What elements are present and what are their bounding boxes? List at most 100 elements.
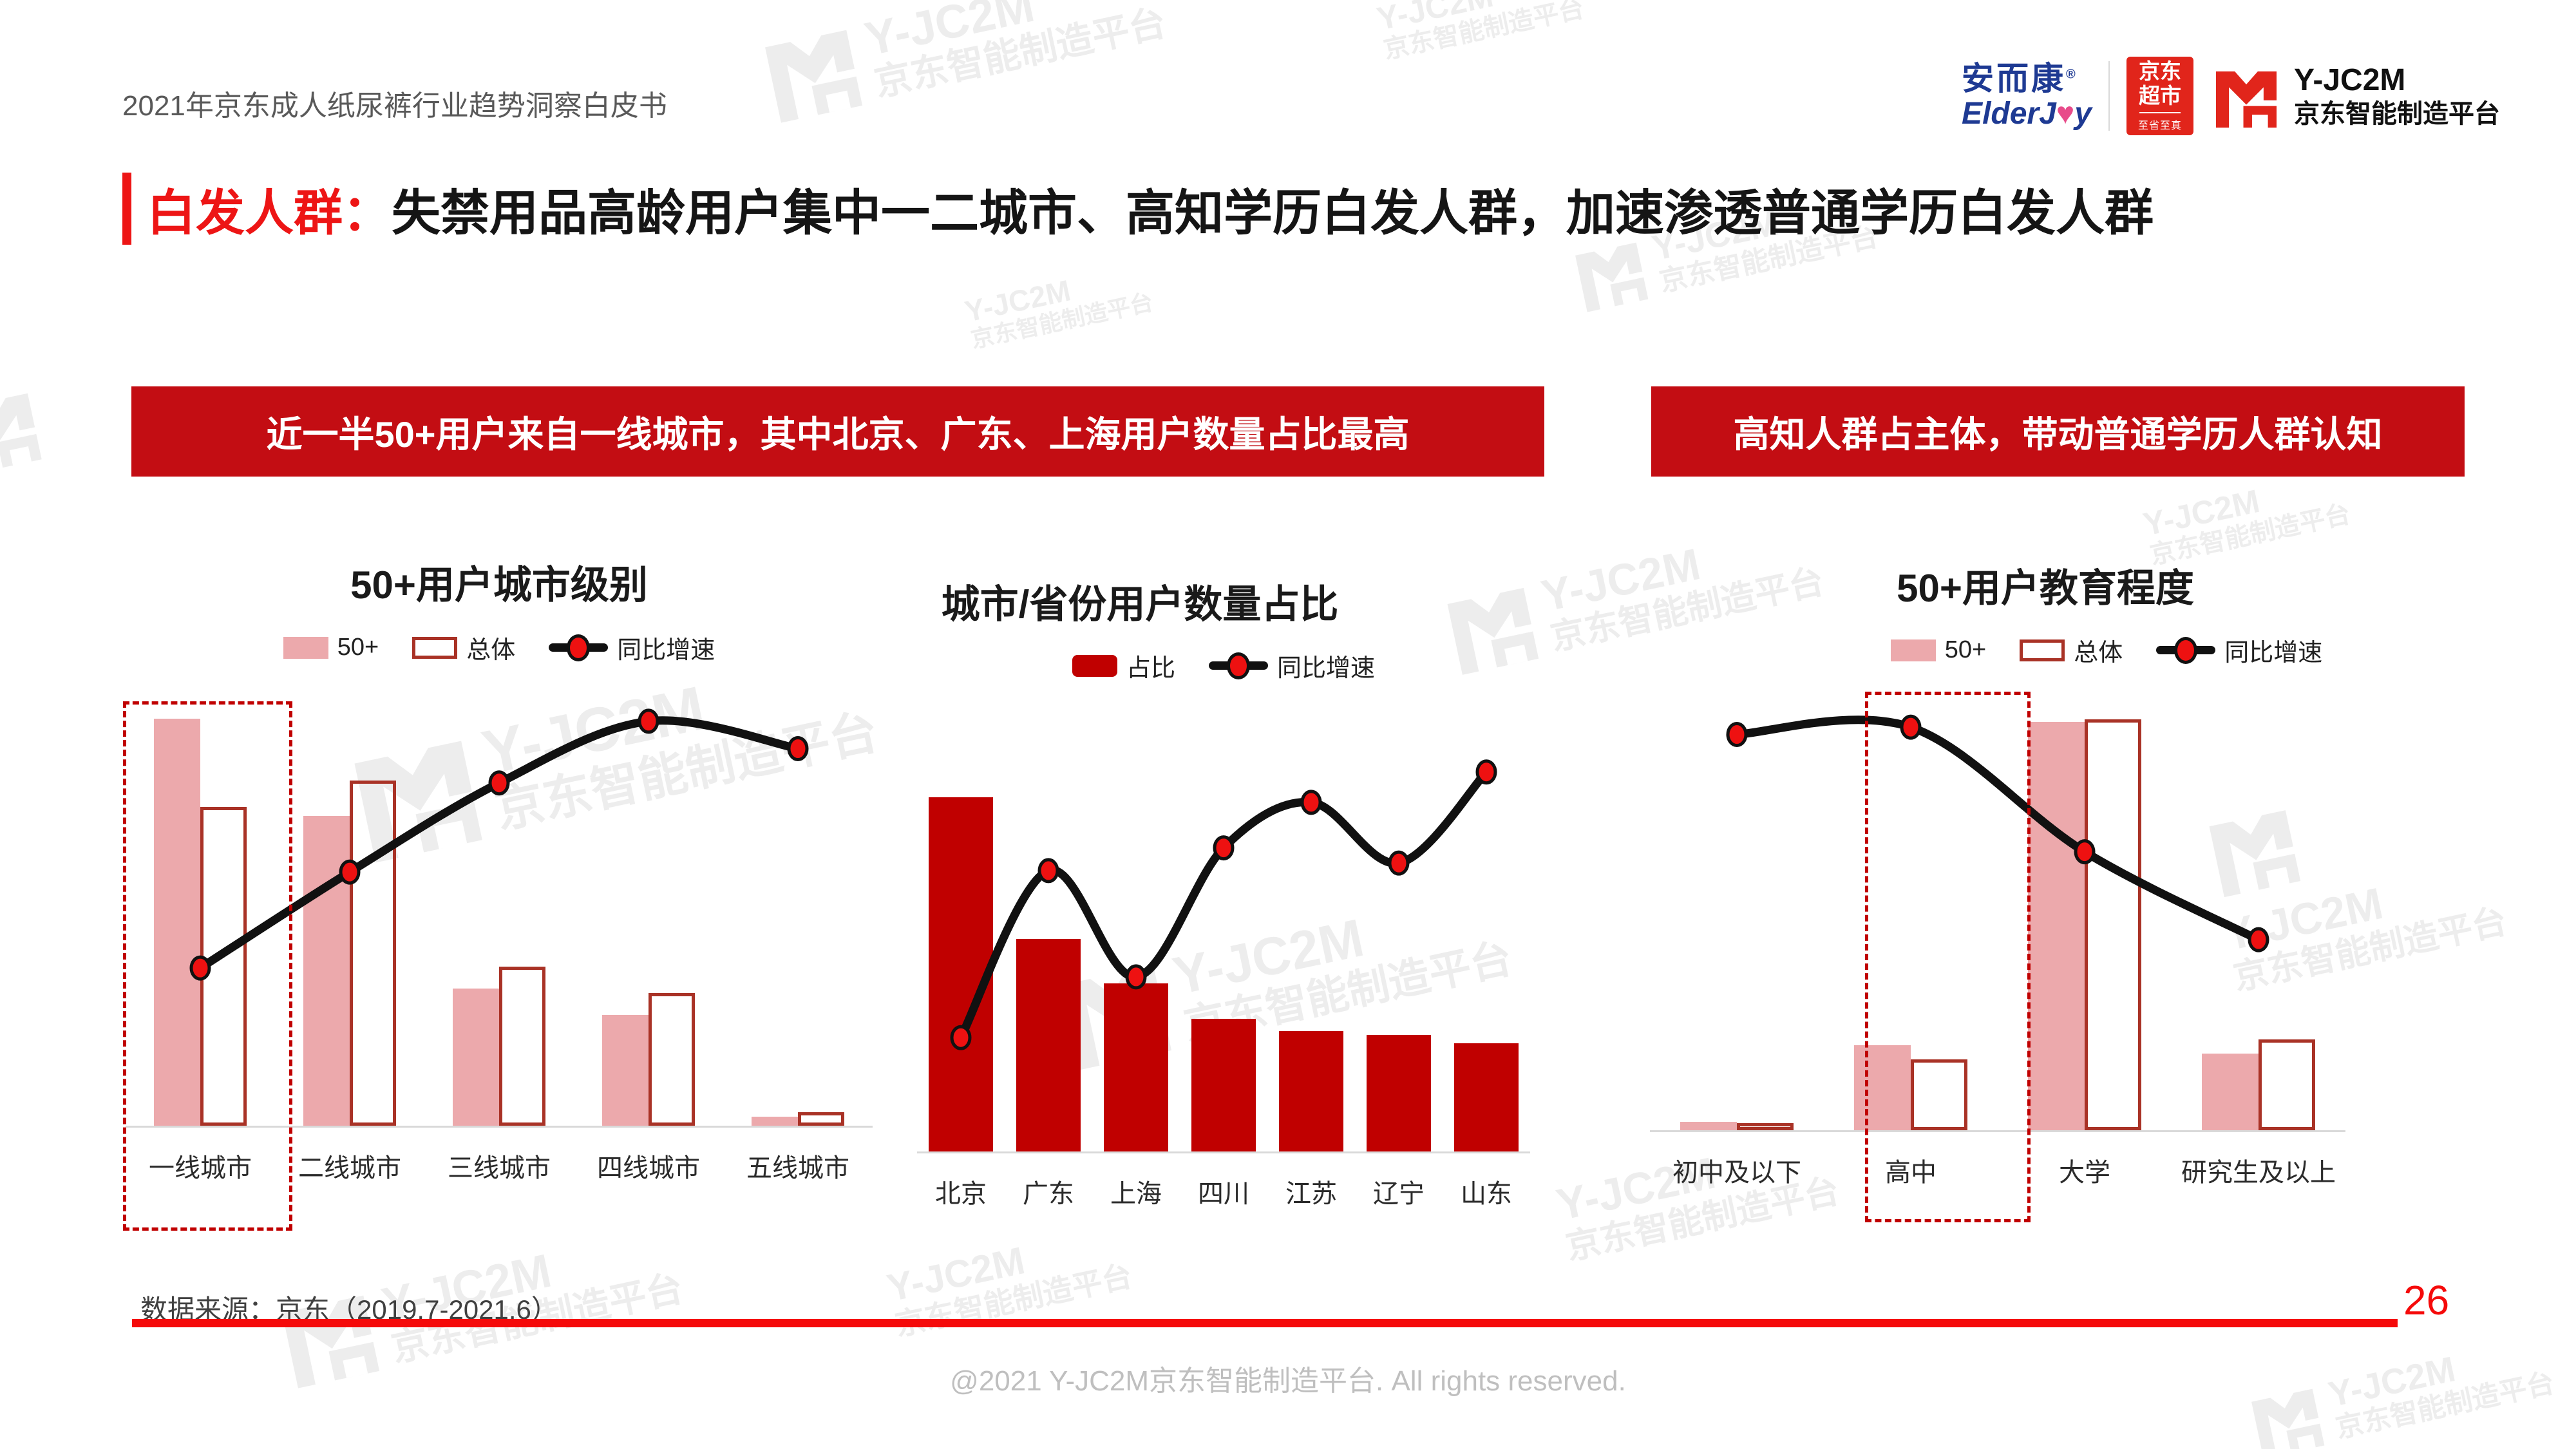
bar-占比: [1279, 1031, 1343, 1151]
bar-占比: [1367, 1034, 1431, 1151]
x-axis-label: 江苏: [1285, 1180, 1337, 1208]
bar-50+: [2202, 1054, 2259, 1130]
chart-province-share: 城市/省份用户数量占比 占比 同比增速 北京 广东 上海 四川 江苏 辽宁 山东: [917, 567, 1530, 1230]
legend-line-marker: [2156, 646, 2216, 654]
yjc2m-m-icon: [2215, 71, 2277, 128]
x-axis-label: 五线城市: [746, 1154, 849, 1182]
bar-50+: [154, 718, 200, 1126]
legend-label: 占比: [1126, 655, 1175, 682]
legend-swatch: [1072, 654, 1117, 677]
bar-总体: [350, 780, 396, 1126]
legend-label: 同比增速: [2224, 639, 2323, 667]
highlight-box-tier1: [123, 701, 292, 1231]
jd-badge-top: 京东: [2139, 59, 2181, 83]
chart-x-axis: 北京 广东 上海 四川 江苏 辽宁 山东: [917, 1153, 1530, 1210]
jd-badge-slogan: 至省至真: [2137, 120, 2182, 132]
bar-group: [574, 701, 723, 1126]
bar-总体: [499, 966, 545, 1126]
legend-item: 同比增速: [1209, 648, 1375, 683]
bar-总体: [649, 992, 695, 1126]
legend-label: 50+: [1944, 636, 1987, 663]
bar-group: [1267, 726, 1355, 1151]
legend-item: 50+: [1890, 636, 1987, 664]
chart-legend: 50+ 总体 同比增速: [126, 630, 873, 665]
title-accent-bar: [122, 173, 131, 245]
bar-group: [1005, 726, 1092, 1151]
legend-label: 同比增速: [617, 637, 715, 664]
bar-group: [1180, 726, 1267, 1151]
legend-item: 同比增速: [549, 630, 715, 665]
x-axis-label: 大学: [2059, 1159, 2110, 1187]
chart-city-tier: 50+用户城市级别 50+ 总体 同比增速 一线城市 二线城市 三线城市 四线城市 五线城市: [126, 547, 873, 1230]
legend-item: 50+: [283, 634, 379, 661]
bar-50+: [752, 1117, 798, 1126]
bar-占比: [1191, 1018, 1256, 1151]
jd-supermarket-badge: 京东 超市 至省至真: [2126, 57, 2193, 135]
bar-总体: [1911, 1059, 1967, 1130]
chart-x-axis: 一线城市 二线城市 三线城市 四线城市 五线城市: [126, 1128, 873, 1184]
bar-group: [1443, 726, 1530, 1151]
chart-legend: 占比 同比增速: [917, 648, 1530, 683]
watermark-m-icon: [765, 30, 863, 123]
x-axis-label: 四川: [1198, 1180, 1249, 1208]
bar-总体: [798, 1112, 844, 1126]
footer-rule: [132, 1319, 2398, 1327]
x-axis-label: 上海: [1110, 1180, 1162, 1208]
heart-icon: ♥: [2056, 97, 2075, 131]
bar-占比: [1454, 1043, 1519, 1151]
legend-label: 50+: [337, 634, 379, 661]
legend-line-marker: [549, 643, 609, 652]
x-axis-label: 辽宁: [1373, 1180, 1425, 1208]
bar-group: [1092, 726, 1180, 1151]
legend-item: 同比增速: [2156, 632, 2322, 668]
insight-banner-left: 近一半50+用户来自一线城市，其中北京、广东、上海用户数量占比最高: [131, 386, 1544, 477]
x-axis-label: 研究生及以上: [2181, 1159, 2336, 1187]
bar-占比: [1104, 983, 1168, 1151]
logo-bar: 安而康® ElderJ♥y 京东 超市 至省至真 Y-JC2M 京东智能制造平台: [1962, 57, 2500, 135]
chart-title: 50+用户城市级别: [350, 564, 648, 607]
bar-总体: [1737, 1123, 1794, 1130]
bar-50+: [303, 815, 350, 1126]
page-title-highlight: 白发人群：: [147, 186, 392, 241]
bar-group: [1650, 705, 1824, 1130]
watermark: [0, 378, 50, 480]
x-axis-label: 二线城市: [298, 1154, 401, 1182]
chart-legend: 50+ 总体 同比增速: [1759, 632, 2454, 668]
platform-name: Y-JC2M: [2294, 62, 2406, 97]
bar-占比: [1016, 939, 1081, 1151]
x-axis-label: 初中及以下: [1672, 1159, 1801, 1187]
x-axis-label: 一线城市: [149, 1154, 252, 1182]
bar-占比: [929, 797, 993, 1151]
bar-group: [424, 701, 574, 1126]
legend-item: 总体: [2020, 632, 2123, 668]
x-axis-label: 高中: [1885, 1159, 1937, 1187]
chart-x-axis: 初中及以下 高中 大学 研究生及以上: [1650, 1132, 2345, 1189]
platform-sub: 京东智能制造平台: [2294, 100, 2500, 129]
watermark: Y-JC2M 京东智能制造平台: [1373, 0, 1587, 64]
page-number: 26: [2403, 1277, 2450, 1323]
watermark-m-icon: [0, 393, 42, 475]
copyright: @2021 Y-JC2M京东智能制造平台. All rights reserve…: [950, 1365, 1626, 1397]
bar-group: [1355, 726, 1443, 1151]
legend-swatch: [283, 636, 328, 659]
chart-title: 城市/省份用户数量占比: [941, 583, 1339, 626]
chart-title: 50+用户教育程度: [1897, 567, 2194, 610]
x-axis-label: 广东: [1023, 1180, 1074, 1208]
elderjoy-logo: 安而康® ElderJ♥y: [1962, 62, 2092, 129]
elderjoy-cn-label: 安而康®: [1962, 61, 2078, 97]
legend-label: 总体: [2074, 639, 2123, 667]
legend-swatch: [1890, 639, 1936, 661]
legend-label: 总体: [466, 637, 516, 664]
legend-item: 总体: [412, 630, 515, 665]
legend-swatch: [2020, 639, 2065, 661]
bar-50+: [1680, 1121, 1737, 1130]
chart-bars: [917, 726, 1530, 1153]
bar-50+: [2028, 722, 2085, 1130]
bar-group: [917, 726, 1005, 1151]
bar-group: [2172, 705, 2345, 1130]
legend-item: 占比: [1072, 648, 1175, 683]
bar-group: [1824, 705, 1998, 1130]
bar-总体: [2259, 1039, 2315, 1130]
chart-plot: 北京 广东 上海 四川 江苏 辽宁 山东: [917, 726, 1530, 1210]
